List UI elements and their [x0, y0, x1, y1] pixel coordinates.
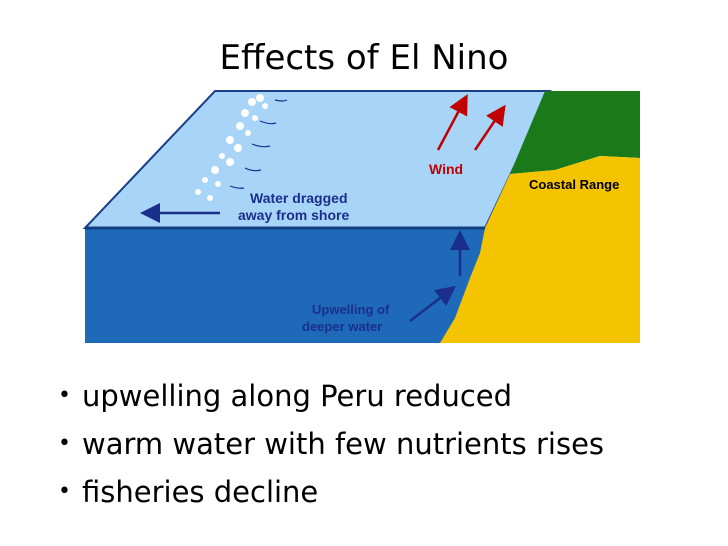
bullet-text: upwelling along Peru reduced — [82, 379, 513, 413]
wind-arrow-1 — [436, 94, 468, 151]
bullet-list: • upwelling along Peru reduced • warm wate… — [58, 372, 604, 516]
foam — [195, 94, 268, 201]
bullet-text: fisheries decline — [82, 475, 319, 509]
bullet-dot: • — [58, 431, 71, 456]
label-upwelling-2: deeper water — [302, 319, 382, 334]
label-wind: Wind — [429, 161, 463, 177]
label-coastal-range: Coastal Range — [529, 177, 619, 192]
bullet-dot: • — [58, 479, 71, 504]
upwelling-arrow-diagonal — [409, 285, 456, 322]
bullet-item: • upwelling along Peru reduced — [58, 372, 604, 420]
deep-water — [85, 228, 515, 343]
label-upwelling-1: Upwelling of — [312, 302, 390, 317]
diagram-svg: Wind Coastal Range Water dragged away fr… — [82, 90, 640, 343]
wind-arrow-2 — [473, 104, 506, 151]
bullet-text: warm water with few nutrients rises — [82, 427, 605, 461]
vegetation — [510, 91, 640, 174]
el-nino-diagram: Wind Coastal Range Water dragged away fr… — [80, 88, 640, 343]
bullet-dot: • — [58, 383, 71, 408]
current-lines — [229, 99, 288, 189]
label-water-dragged-1: Water dragged — [250, 190, 348, 206]
label-water-dragged-2: away from shore — [238, 207, 349, 223]
coastal-land — [440, 156, 640, 343]
bullet-item: • fisheries decline — [58, 468, 604, 516]
slide-title: Effects of El Nino — [219, 38, 509, 78]
bullet-item: • warm water with few nutrients rises — [58, 420, 604, 468]
